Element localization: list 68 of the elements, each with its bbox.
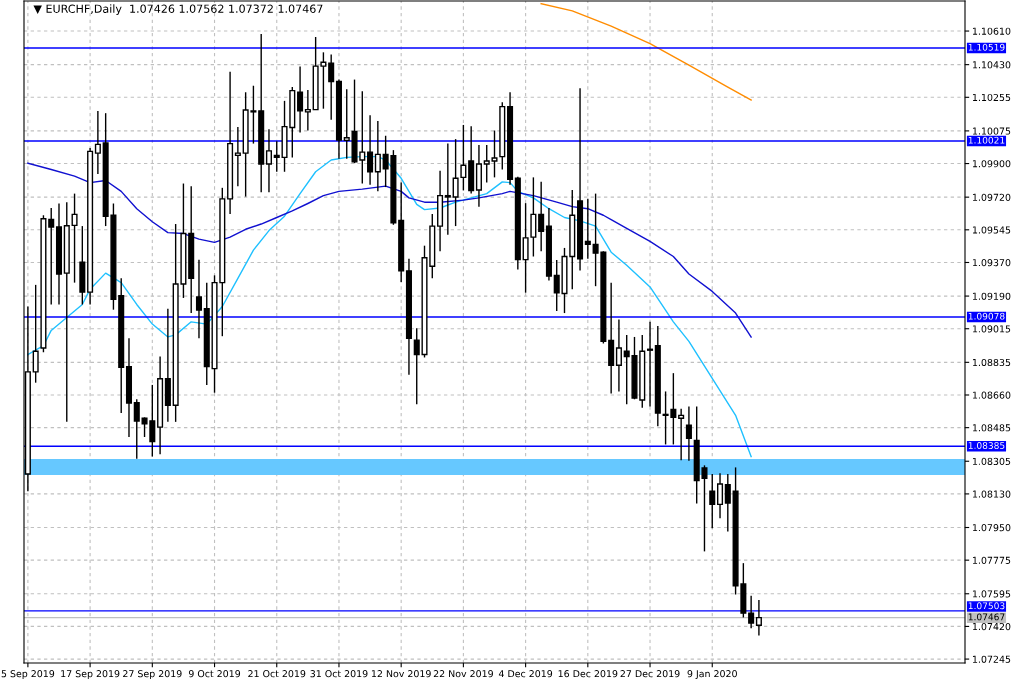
candlestick xyxy=(297,65,304,134)
candlestick xyxy=(724,473,731,533)
candlestick xyxy=(460,124,467,192)
candlestick xyxy=(94,110,101,175)
y-tick-label: 1.07245 xyxy=(972,655,1011,663)
ref-line-label: 1.07503 xyxy=(968,602,1005,610)
candlestick xyxy=(717,472,724,520)
candlestick xyxy=(374,120,381,193)
y-tick-label: 1.07420 xyxy=(972,623,1011,631)
x-tick-label: 4 Dec 2019 xyxy=(498,670,553,678)
y-tick-label: 1.09370 xyxy=(972,259,1011,267)
candlestick xyxy=(678,408,685,461)
y-tick-label: 1.09720 xyxy=(972,193,1011,201)
ref-line-label: 1.10519 xyxy=(968,43,1005,51)
ref-line-label: 1.08385 xyxy=(968,442,1005,449)
candlestick xyxy=(367,114,374,186)
ref-line-label: 1.09078 xyxy=(968,312,1005,320)
candlestick xyxy=(748,595,755,629)
chart-title: ▼ EURCHF,Daily 1.07426 1.07562 1.07372 1.07467 xyxy=(33,4,323,16)
candlestick xyxy=(133,398,140,460)
candlestick xyxy=(444,142,451,236)
candlestick xyxy=(452,138,459,227)
y-tick-label: 1.09900 xyxy=(972,160,1011,168)
ref-line-label: 1.10021 xyxy=(968,136,1005,144)
candlestick xyxy=(265,128,272,193)
x-tick-label: 31 Oct 2019 xyxy=(310,670,368,678)
y-tick-label: 1.08835 xyxy=(972,358,1011,367)
y-tick-label: 1.10255 xyxy=(972,93,1011,102)
y-tick-label: 1.10610 xyxy=(972,27,1011,35)
x-tick-label: 27 Dec 2019 xyxy=(620,670,680,678)
y-tick-label: 1.09015 xyxy=(972,325,1011,333)
x-tick-label: 21 Oct 2019 xyxy=(248,670,306,678)
candlestick xyxy=(71,192,78,284)
candlestick xyxy=(647,321,654,408)
candlestick xyxy=(709,473,716,529)
x-tick-label: 5 Sep 2019 xyxy=(1,670,55,680)
y-tick-label: 1.09190 xyxy=(972,292,1011,300)
ref-line-label: 1.07467 xyxy=(968,613,1005,621)
candlestick xyxy=(584,198,591,260)
y-tick-label: 1.07950 xyxy=(972,524,1011,532)
candlestick xyxy=(195,258,203,339)
x-tick-label: 9 Jan 2020 xyxy=(687,670,737,680)
candlestick xyxy=(755,599,762,637)
candlestick xyxy=(328,53,335,121)
candlestick xyxy=(538,181,545,252)
y-tick-label: 1.08660 xyxy=(972,391,1011,399)
candlestick xyxy=(48,207,55,306)
x-tick-label: 12 Nov 2019 xyxy=(371,670,431,678)
y-tick-label: 1.08130 xyxy=(972,490,1011,498)
candlestick xyxy=(685,405,692,462)
candlestick xyxy=(304,89,311,132)
x-tick-label: 16 Dec 2019 xyxy=(558,670,618,678)
candlestick xyxy=(32,284,39,384)
y-tick-label: 1.10075 xyxy=(972,127,1011,135)
line-series xyxy=(540,2,752,101)
x-tick-label: 22 Nov 2019 xyxy=(433,670,493,678)
candlestick xyxy=(615,318,622,393)
y-tick-label: 1.07595 xyxy=(972,590,1011,598)
x-tick-label: 9 Oct 2019 xyxy=(188,670,241,678)
y-tick-label: 1.08305 xyxy=(972,457,1011,465)
candlestick xyxy=(234,126,241,187)
x-tick-label: 27 Sep 2019 xyxy=(123,670,182,680)
x-tick-label: 17 Sep 2019 xyxy=(61,670,120,680)
y-tick-label: 1.10430 xyxy=(972,61,1011,69)
y-tick-label: 1.09545 xyxy=(972,226,1011,234)
line-series xyxy=(27,162,752,338)
y-tick-label: 1.08485 xyxy=(972,424,1011,432)
y-tick-label: 1.07775 xyxy=(972,556,1011,564)
